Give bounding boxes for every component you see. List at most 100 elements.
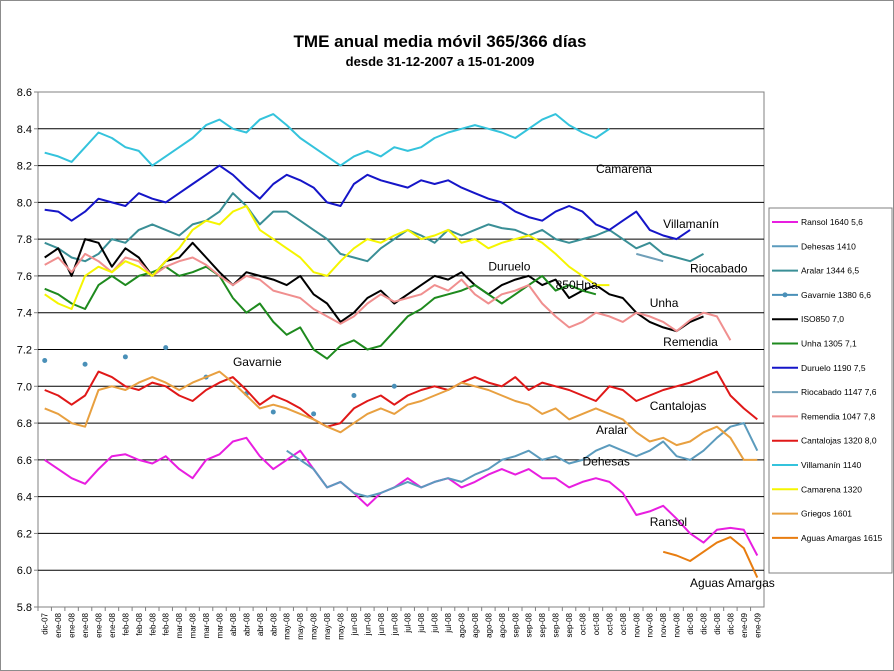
x-tick-label: nov-08 (659, 612, 668, 637)
legend-label: Villamanín 1140 (801, 460, 861, 470)
legend-box (768, 207, 893, 574)
series-2 (44, 192, 704, 263)
x-tick-label: oct-08 (592, 612, 601, 635)
legend-item: ISO850 7,0 (772, 314, 844, 324)
x-tick-label: jun-08 (377, 612, 386, 636)
series-10 (44, 113, 610, 167)
x-tick-label: abr-08 (269, 612, 278, 636)
x-tick-label: ago-08 (471, 612, 480, 637)
chart-subtitle: desde 31-12-2007 a 15-01-2009 (346, 54, 535, 69)
x-tick-label: oct-08 (579, 612, 588, 635)
x-tick-label: may-08 (310, 612, 319, 639)
legend-label: Unha 1305 7,1 (801, 339, 857, 349)
x-tick-label: mar-08 (216, 612, 225, 638)
annotation-label: Dehesas (583, 454, 630, 468)
y-tick-label: 6.6 (17, 455, 32, 467)
legend-item: Dehesas 1410 (772, 241, 856, 251)
legend-item: Gavarnie 1380 6,6 (772, 290, 871, 300)
x-tick-label: feb-08 (148, 612, 157, 635)
x-tick-label: abr-08 (229, 612, 238, 636)
x-tick-label: jul-08 (444, 612, 453, 633)
x-tick-label: abr-08 (242, 612, 251, 636)
legend-item: Villamanín 1140 (772, 460, 861, 470)
legend-item: Cantalojas 1320 8,0 (772, 436, 877, 446)
y-axis: 8.6 8.4 8.2 8.0 7.8 7.6 7.4 7.2 7.0 6.8 6.6 6.4 6.2 6… (17, 87, 38, 614)
x-tick-label: jul-08 (431, 612, 440, 633)
annotation-label: Aguas Amargas (690, 576, 775, 590)
y-tick-label: 8.6 (17, 87, 32, 99)
x-tick-label: sep-08 (525, 612, 534, 637)
x-tick-label: abr-08 (256, 612, 265, 636)
series-line (44, 370, 758, 428)
annotation-label: 850Hpa (556, 278, 598, 292)
annotation-label: Unha (650, 296, 679, 310)
x-tick-label: dic-08 (713, 612, 722, 634)
series-line (662, 536, 759, 579)
annotation-label: Ransol (650, 515, 687, 529)
legend-label: Duruelo 1190 7,5 (801, 363, 866, 373)
annotation-label: Cantalojas (650, 399, 707, 413)
series-line (44, 113, 610, 167)
series-13 (662, 536, 759, 579)
data-point (311, 411, 317, 417)
x-tick-label: dic-07 (41, 612, 50, 634)
annotation-label: Riocabado (690, 261, 748, 275)
data-point (82, 361, 88, 367)
x-tick-label: jul-08 (417, 612, 426, 633)
x-tick-label: ene-09 (753, 612, 762, 637)
series-line (286, 422, 759, 498)
legend-label: Dehesas 1410 (801, 241, 856, 251)
x-tick-label: mar-08 (202, 612, 211, 638)
x-tick-label: ago-08 (484, 612, 493, 637)
chart-title: TME anual media móvil 365/366 días (294, 32, 587, 51)
annotation-label: Aralar (596, 423, 628, 437)
legend-label: ISO850 7,0 (801, 314, 844, 324)
legend-label: Aralar 1344 6,5 (801, 266, 859, 276)
legend-label: Camarena 1320 (801, 484, 862, 494)
x-tick-label: jun-08 (390, 612, 399, 636)
x-tick-label: may-08 (283, 612, 292, 639)
series-5 (44, 265, 597, 360)
series-line (44, 192, 704, 263)
x-tick-label: mar-08 (189, 612, 198, 638)
x-tick-label: ene-08 (108, 612, 117, 637)
y-tick-label: 7.2 (17, 345, 32, 357)
data-point (42, 358, 48, 364)
y-tick-label: 7.0 (17, 381, 32, 393)
legend-item: Unha 1305 7,1 (772, 339, 857, 349)
x-tick-label: sep-08 (511, 612, 520, 637)
data-point (270, 409, 276, 415)
x-tick-label: mar-08 (175, 612, 184, 638)
y-tick-label: 6.8 (17, 418, 32, 430)
x-tick-label: dic-08 (700, 612, 709, 634)
x-tick-label: may-08 (296, 612, 305, 639)
legend: Ransol 1640 5,6 Dehesas 1410 Aralar 1344 6… (768, 207, 893, 574)
y-tick-label: 8.0 (17, 197, 32, 209)
legend-label: Griegos 1601 (801, 509, 852, 519)
series-line (44, 164, 691, 241)
data-point (163, 345, 169, 351)
x-tick-label: nov-08 (646, 612, 655, 637)
x-tick-label: jun-08 (350, 612, 359, 636)
legend-label: Cantalojas 1320 8,0 (801, 436, 877, 446)
x-axis: dic-07 ene-08 ene-08 ene-08 ene-08 ene-08 feb-… (37, 607, 762, 640)
series-11 (44, 205, 610, 310)
gridlines (38, 128, 764, 571)
annotations: Camarena Villamanín Riocabado Duruelo 850Hpa… (233, 162, 775, 590)
series-12 (44, 370, 758, 461)
legend-item: Griegos 1601 (772, 509, 852, 519)
data-point (391, 383, 397, 389)
x-tick-label: oct-08 (605, 612, 614, 635)
legend-marker (782, 292, 788, 298)
x-tick-label: nov-08 (673, 612, 682, 637)
series-8 (44, 252, 732, 341)
x-tick-label: feb-08 (162, 612, 171, 635)
y-tick-label: 6.0 (17, 565, 32, 577)
x-tick-label: oct-08 (619, 612, 628, 635)
y-tick-label: 5.8 (17, 602, 32, 614)
series-9 (44, 370, 758, 428)
x-tick-label: may-08 (337, 612, 346, 639)
y-tick-label: 6.4 (17, 492, 32, 504)
annotation-label: Villamanín (663, 217, 719, 231)
x-tick-label: jul-08 (404, 612, 413, 633)
